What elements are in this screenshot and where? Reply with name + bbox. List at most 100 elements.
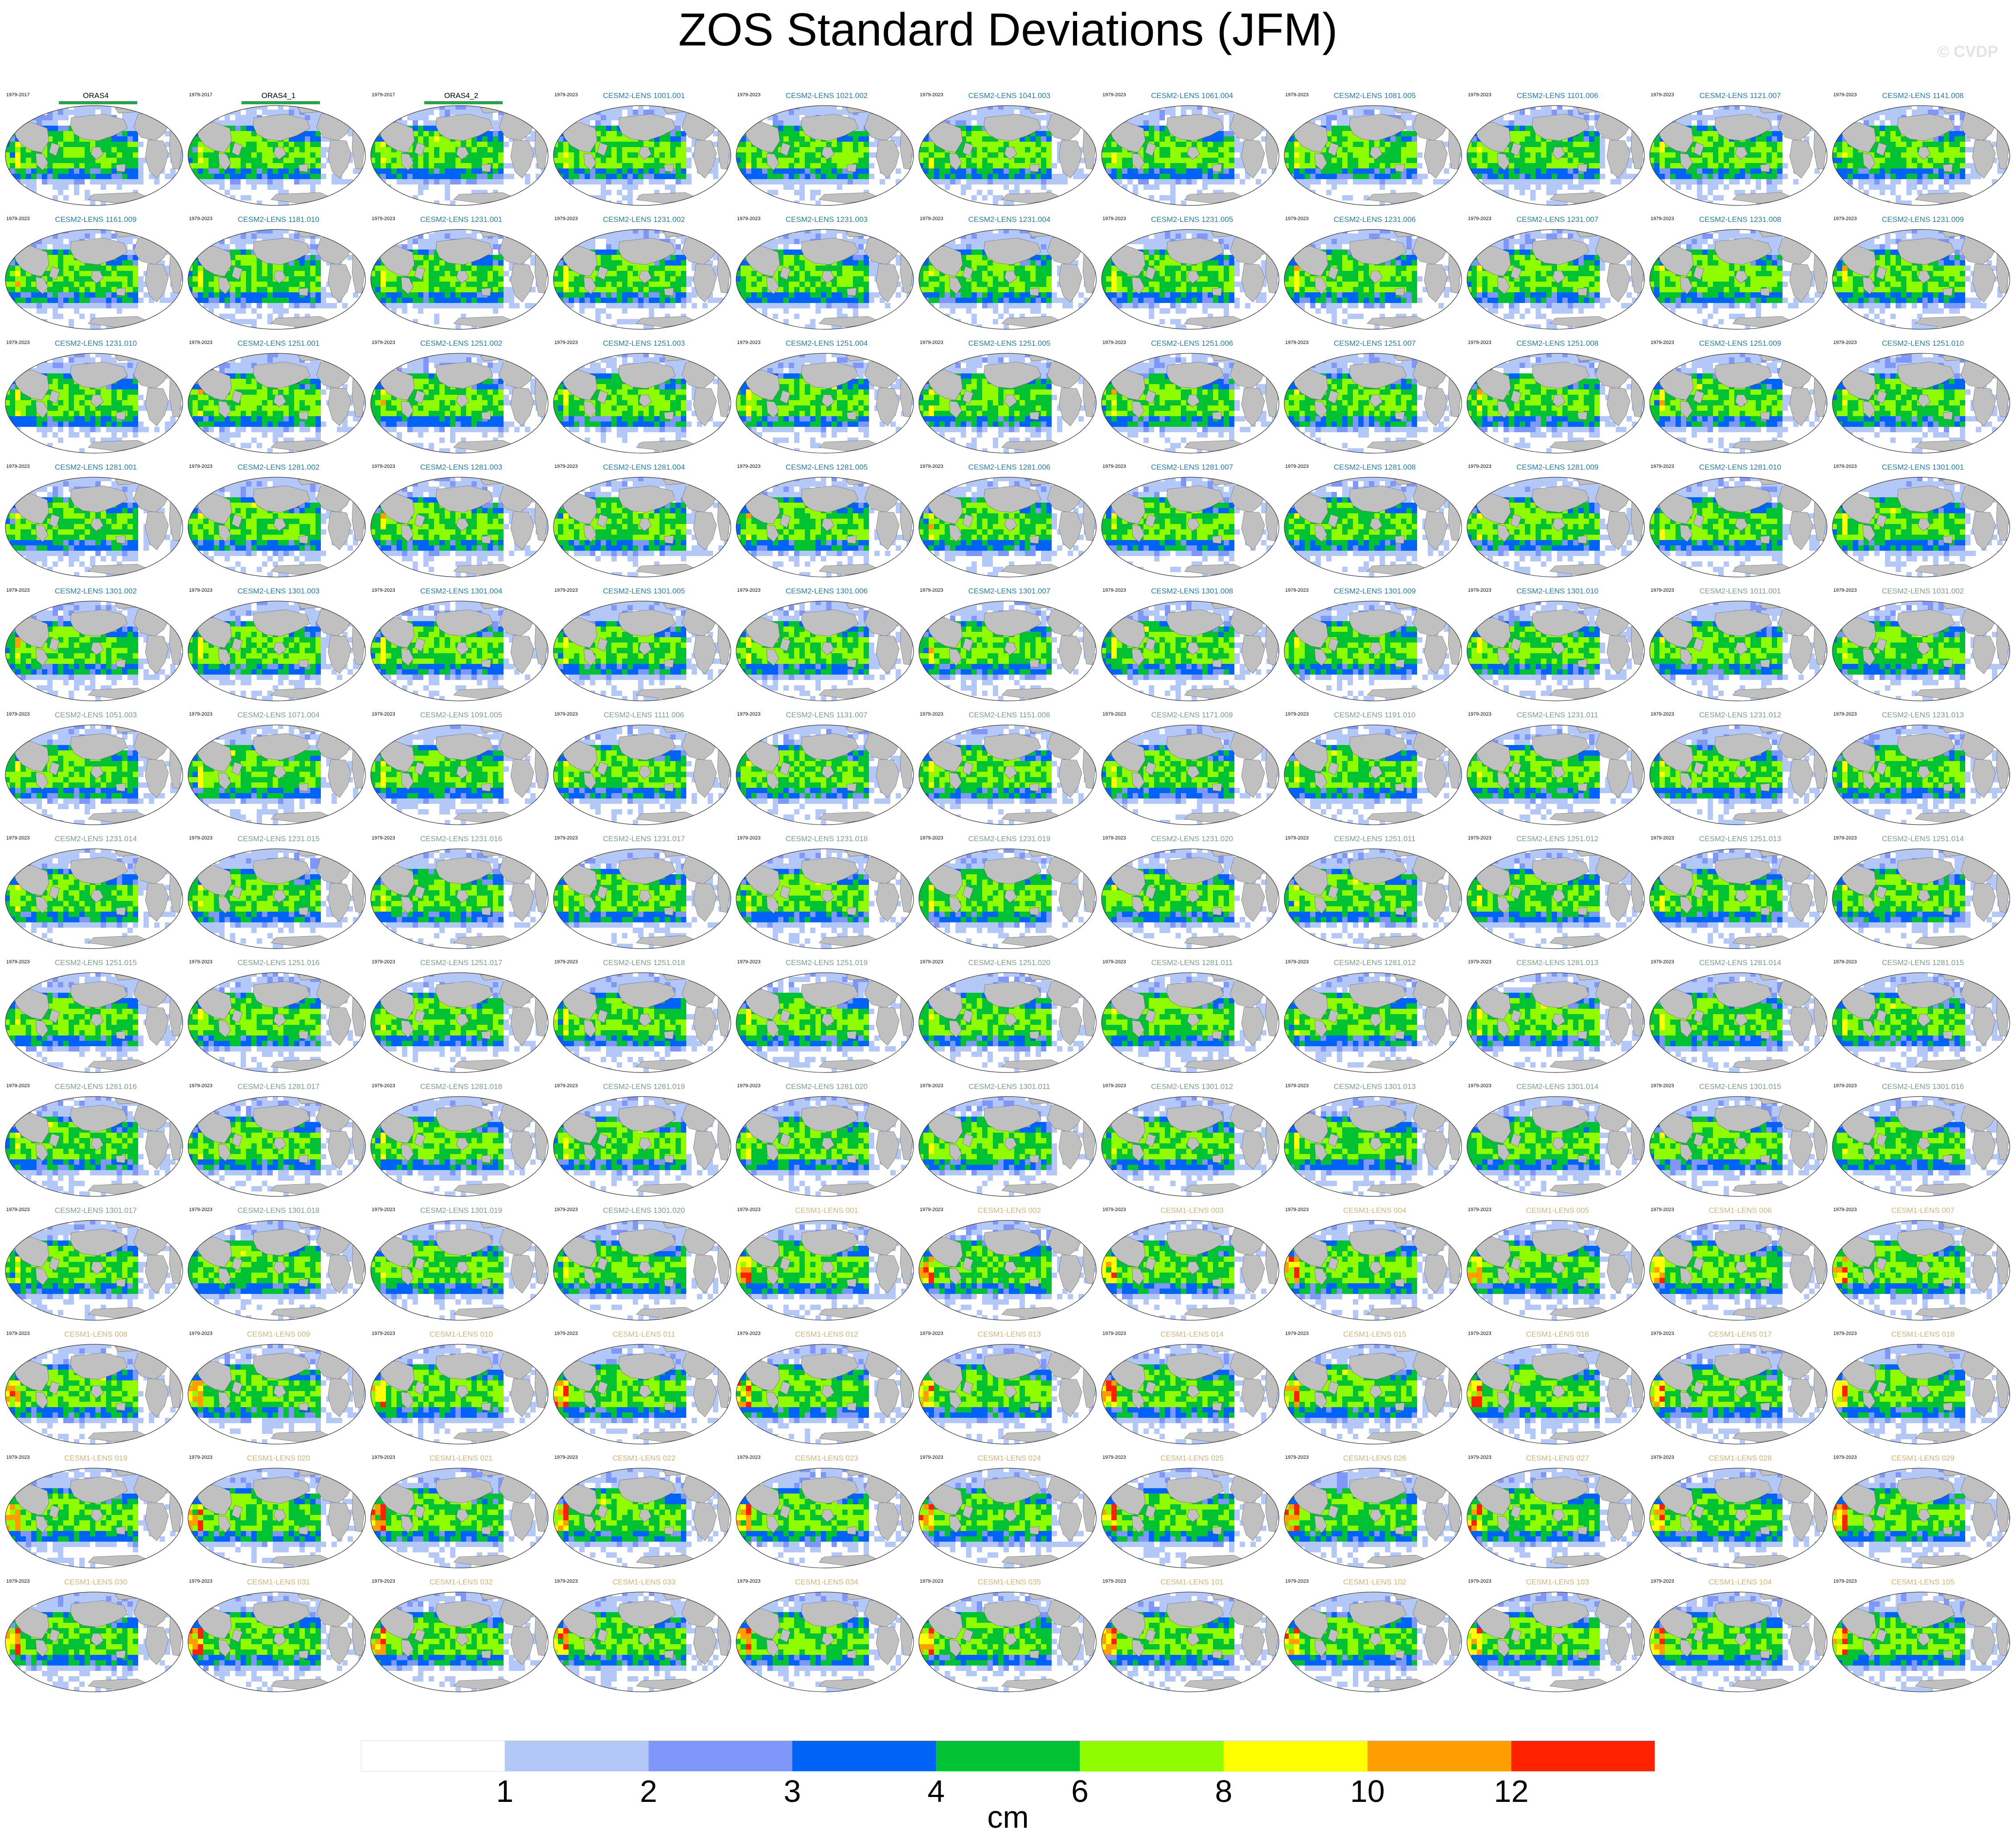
map-field xyxy=(1101,352,1280,454)
map-field xyxy=(735,600,914,702)
map-field xyxy=(1649,1343,1828,1445)
map-panel: 1979-2023 CESM2-LENS 1281.007 xyxy=(1101,459,1283,581)
land-mass xyxy=(1943,659,1953,667)
land-mass xyxy=(847,1527,856,1535)
map-svg xyxy=(1832,476,2011,578)
map-field xyxy=(1649,847,1828,950)
land-mass xyxy=(1029,659,1039,667)
map-field xyxy=(4,476,184,578)
map-field xyxy=(1101,1591,1280,1693)
map-panel: 1979-2023 CESM2-LENS 1281.018 xyxy=(370,1078,553,1201)
land-mass xyxy=(116,288,126,296)
map-field xyxy=(1832,104,2011,207)
panel-title: CESM1-LENS 023 xyxy=(735,1454,918,1463)
map-svg xyxy=(187,1467,366,1569)
map-svg xyxy=(1283,847,1463,950)
panel-title: CESM1-LENS 001 xyxy=(735,1206,918,1215)
map-panel: 1979-2023 CESM2-LENS 1301.014 xyxy=(1466,1078,1649,1201)
map-field xyxy=(187,1219,366,1322)
map-svg xyxy=(4,104,184,207)
land-mass xyxy=(481,783,491,791)
land-mass xyxy=(1760,536,1770,544)
colorbar-swatch xyxy=(936,1740,1080,1772)
land-mass xyxy=(1760,1279,1770,1287)
map-svg xyxy=(735,724,914,826)
land-mass xyxy=(1943,1403,1953,1411)
map-svg xyxy=(370,476,549,578)
panel-title: CESM2-LENS 1251.019 xyxy=(735,958,918,967)
map-field xyxy=(1649,971,1828,1074)
map-panel: 1979-2023 CESM2-LENS 1231.009 xyxy=(1832,211,2014,334)
land-mass xyxy=(1760,412,1770,420)
map-panel: 1979-2023 CESM2-LENS 1231.015 xyxy=(187,831,370,953)
colorbar-swatch xyxy=(1511,1740,1655,1772)
panel-title: CESM1-LENS 011 xyxy=(553,1330,735,1339)
panel-title: CESM2-LENS 1231.012 xyxy=(1649,711,1832,720)
map-panel: 1979-2023 CESM1-LENS 009 xyxy=(187,1326,370,1449)
map-panel: 1979-2023 CESM2-LENS 1251.017 xyxy=(370,954,553,1077)
land-mass xyxy=(847,1279,856,1287)
land-mass xyxy=(116,1403,126,1411)
map-field xyxy=(1283,104,1463,207)
land-mass xyxy=(1943,1650,1953,1658)
map-field xyxy=(4,1467,184,1569)
map-panel: 1979-2023 CESM1-LENS 031 xyxy=(187,1574,370,1696)
map-svg xyxy=(1832,228,2011,331)
panel-title: CESM2-LENS 1041.003 xyxy=(918,91,1101,100)
map-svg xyxy=(1649,1467,1828,1569)
land-mass xyxy=(664,783,674,791)
map-svg xyxy=(1832,1343,2011,1445)
map-field xyxy=(187,104,366,207)
land-mass xyxy=(1029,907,1039,915)
panel-title: CESM1-LENS 031 xyxy=(187,1578,370,1587)
map-panel: 1979-2023 CESM1-LENS 034 xyxy=(735,1574,918,1696)
map-panel: 1979-2023 CESM1-LENS 030 xyxy=(4,1574,187,1696)
map-svg xyxy=(1466,1591,1645,1693)
map-field xyxy=(1649,476,1828,578)
map-svg xyxy=(370,1219,549,1322)
panel-title: CESM1-LENS 103 xyxy=(1466,1578,1649,1587)
land-mass xyxy=(299,659,308,667)
land-mass xyxy=(1943,1031,1953,1039)
land-mass xyxy=(664,907,674,915)
land-mass xyxy=(299,412,308,420)
map-svg xyxy=(4,1591,184,1693)
map-panel: 1979-2023 CESM2-LENS 1001.001 xyxy=(553,87,735,210)
panel-title: CESM1-LENS 003 xyxy=(1101,1206,1283,1215)
map-panel: 1979-2023 CESM1-LENS 007 xyxy=(1832,1202,2014,1325)
map-svg xyxy=(918,352,1097,454)
colorbar-tick-label: 2 xyxy=(622,1773,675,1809)
map-panel: 1979-2023 CESM2-LENS 1281.019 xyxy=(553,1078,735,1201)
map-svg xyxy=(1466,352,1645,454)
map-field xyxy=(735,228,914,331)
land-mass xyxy=(1943,1527,1953,1535)
map-panel: 1979-2023 CESM2-LENS 1281.009 xyxy=(1466,459,1649,581)
land-mass xyxy=(299,164,308,172)
panel-title: CESM2-LENS 1051.003 xyxy=(4,711,187,720)
land-mass xyxy=(1029,1155,1039,1163)
land-mass xyxy=(1578,783,1587,791)
land-mass xyxy=(1212,1155,1222,1163)
map-field xyxy=(4,1219,184,1322)
map-svg xyxy=(918,1467,1097,1569)
map-panel: 1979-2023 CESM2-LENS 1281.003 xyxy=(370,459,553,581)
map-svg xyxy=(1649,724,1828,826)
panel-title: CESM1-LENS 019 xyxy=(4,1454,187,1463)
map-panel: 1979-2023 CESM2-LENS 1251.015 xyxy=(4,954,187,1077)
map-field xyxy=(4,352,184,454)
map-field xyxy=(918,228,1097,331)
map-svg xyxy=(1466,1095,1645,1198)
map-svg xyxy=(1466,476,1645,578)
map-svg xyxy=(4,847,184,950)
map-panel: 1979-2023 CESM2-LENS 1231.012 xyxy=(1649,707,1832,829)
map-panel: 1979-2023 CESM2-LENS 1231.003 xyxy=(735,211,918,334)
colorbar-tick-label: 3 xyxy=(766,1773,819,1809)
panel-title: CESM2-LENS 1091.005 xyxy=(370,711,553,720)
map-field xyxy=(735,104,914,207)
map-panel: 1979-2023 CESM2-LENS 1251.009 xyxy=(1649,335,1832,458)
map-field xyxy=(370,600,549,702)
map-svg xyxy=(1649,1219,1828,1322)
land-mass xyxy=(1578,1527,1587,1535)
land-mass xyxy=(481,1279,491,1287)
map-field xyxy=(1283,1467,1463,1569)
